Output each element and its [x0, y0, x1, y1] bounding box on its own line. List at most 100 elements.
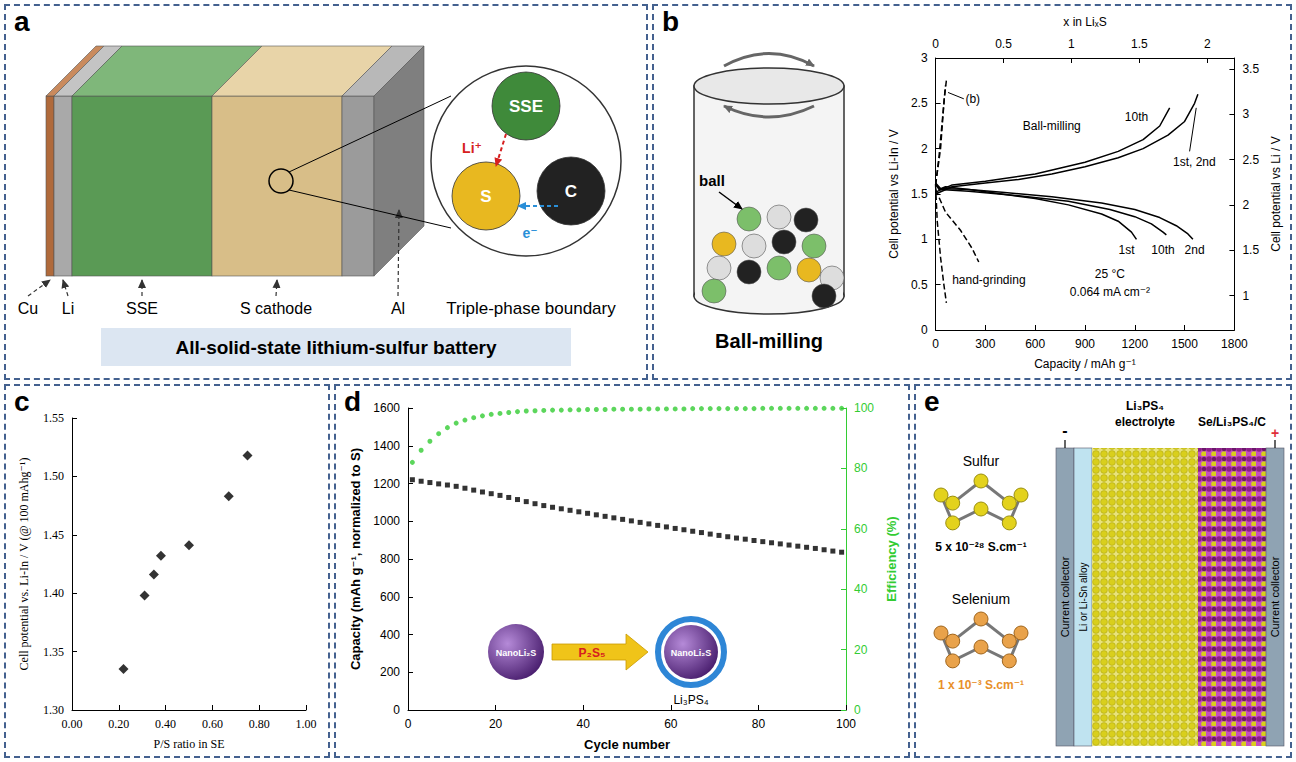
- svg-text:80: 80: [752, 717, 766, 731]
- svg-text:Li⁺: Li⁺: [462, 140, 482, 156]
- svg-text:Li or Li-Sn alloy: Li or Li-Sn alloy: [1078, 563, 1089, 632]
- svg-text:0.20: 0.20: [108, 717, 129, 731]
- svg-text:2.5: 2.5: [911, 96, 928, 110]
- svg-text:0: 0: [932, 337, 939, 351]
- svg-text:40: 40: [577, 717, 591, 731]
- svg-text:Cell potential vs Li-In / V: Cell potential vs Li-In / V: [887, 129, 901, 258]
- svg-text:1st, 2nd: 1st, 2nd: [1173, 155, 1216, 169]
- svg-text:600: 600: [380, 590, 400, 604]
- svg-text:S cathode: S cathode: [240, 300, 312, 317]
- svg-text:20: 20: [489, 717, 503, 731]
- svg-text:Cycle number: Cycle number: [584, 737, 670, 752]
- svg-text:3: 3: [921, 51, 928, 65]
- svg-text:0: 0: [405, 717, 412, 731]
- svg-text:80: 80: [854, 461, 868, 475]
- svg-text:0.80: 0.80: [249, 717, 270, 731]
- svg-text:Efficiency (%): Efficiency (%): [884, 516, 899, 601]
- svg-text:Se/Li₃PS₄/C: Se/Li₃PS₄/C: [1198, 415, 1266, 429]
- svg-text:0.00: 0.00: [62, 717, 83, 731]
- svg-text:Triple-phase boundary: Triple-phase boundary: [446, 299, 616, 318]
- svg-text:60: 60: [664, 717, 678, 731]
- svg-text:5 x 10⁻²⁸ S.cm⁻¹: 5 x 10⁻²⁸ S.cm⁻¹: [935, 540, 1027, 554]
- svg-text:2: 2: [1242, 198, 1249, 212]
- svg-text:1200: 1200: [1121, 337, 1148, 351]
- svg-text:NanoLi₂S: NanoLi₂S: [671, 648, 712, 658]
- svg-text:ball: ball: [699, 172, 725, 189]
- svg-text:1: 1: [921, 232, 928, 246]
- svg-text:1.5: 1.5: [1131, 37, 1148, 51]
- svg-text:SSE: SSE: [509, 97, 543, 116]
- svg-text:3: 3: [1242, 107, 1249, 121]
- svg-text:600: 600: [1025, 337, 1045, 351]
- svg-text:900: 900: [1075, 337, 1095, 351]
- svg-text:2nd: 2nd: [1185, 243, 1205, 257]
- svg-text:1.55: 1.55: [43, 411, 64, 425]
- svg-text:2: 2: [1204, 37, 1211, 51]
- svg-text:Li: Li: [62, 300, 74, 317]
- svg-text:Capacity (mAh g⁻¹, normalized: Capacity (mAh g⁻¹, normalized to S): [348, 448, 363, 670]
- svg-text:1.40: 1.40: [43, 586, 64, 600]
- svg-text:10th: 10th: [1151, 243, 1174, 257]
- svg-text:100: 100: [836, 717, 856, 731]
- svg-text:e⁻: e⁻: [522, 225, 537, 241]
- svg-text:100: 100: [854, 401, 874, 415]
- svg-text:Capacity / mAh g⁻¹: Capacity / mAh g⁻¹: [1034, 357, 1136, 371]
- svg-text:1 x 10⁻³ S.cm⁻¹: 1 x 10⁻³ S.cm⁻¹: [938, 678, 1024, 692]
- svg-text:SSE: SSE: [126, 300, 158, 317]
- svg-text:hand-grinding: hand-grinding: [952, 273, 1025, 287]
- svg-text:0: 0: [921, 323, 928, 337]
- svg-text:0.5: 0.5: [995, 37, 1012, 51]
- svg-text:300: 300: [975, 337, 995, 351]
- svg-text:1.5: 1.5: [1242, 243, 1259, 257]
- svg-text:25 °C: 25 °C: [1095, 267, 1125, 281]
- svg-text:Li₃PS₄: Li₃PS₄: [1126, 399, 1164, 413]
- svg-text:1.5: 1.5: [911, 187, 928, 201]
- svg-text:P/S ratio in SE: P/S ratio in SE: [153, 737, 224, 751]
- svg-text:40: 40: [854, 582, 868, 596]
- svg-text:1.00: 1.00: [296, 717, 317, 731]
- svg-text:Al: Al: [391, 300, 405, 317]
- svg-text:Current collector: Current collector: [1059, 556, 1071, 637]
- svg-text:0.5: 0.5: [911, 278, 928, 292]
- svg-text:1.45: 1.45: [43, 528, 64, 542]
- svg-text:0: 0: [932, 37, 939, 51]
- svg-text:60: 60: [854, 522, 868, 536]
- svg-text:0: 0: [393, 703, 400, 717]
- svg-text:1600: 1600: [373, 401, 400, 415]
- svg-text:2.5: 2.5: [1242, 153, 1259, 167]
- svg-text:C: C: [565, 182, 577, 201]
- svg-text:800: 800: [380, 552, 400, 566]
- svg-text:+: +: [1271, 425, 1279, 441]
- svg-text:1000: 1000: [373, 514, 400, 528]
- svg-text:NanoLi₂S: NanoLi₂S: [496, 648, 537, 658]
- svg-text:0.064 mA cm⁻²: 0.064 mA cm⁻²: [1070, 285, 1150, 299]
- svg-text:Current collector: Current collector: [1269, 556, 1281, 637]
- svg-text:1500: 1500: [1171, 337, 1198, 351]
- svg-text:-: -: [1062, 422, 1067, 439]
- svg-text:Ball-milling: Ball-milling: [1023, 119, 1081, 133]
- svg-text:Cell potential vs. Li-In / V (: Cell potential vs. Li-In / V (@ 100 mAhg…: [17, 458, 31, 671]
- svg-text:3.5: 3.5: [1242, 62, 1259, 76]
- svg-text:1.35: 1.35: [43, 645, 64, 659]
- svg-text:1: 1: [1068, 37, 1075, 51]
- svg-text:Li₃PS₄: Li₃PS₄: [673, 693, 708, 707]
- svg-text:1400: 1400: [373, 439, 400, 453]
- svg-text:Selenium: Selenium: [952, 591, 1010, 607]
- svg-text:0: 0: [854, 703, 861, 717]
- svg-text:400: 400: [380, 628, 400, 642]
- svg-text:1: 1: [1242, 289, 1249, 303]
- svg-text:1st: 1st: [1118, 243, 1135, 257]
- svg-text:1.50: 1.50: [43, 469, 64, 483]
- svg-text:Ball-milling: Ball-milling: [715, 330, 823, 352]
- svg-text:electrolyte: electrolyte: [1115, 415, 1175, 429]
- svg-text:0.40: 0.40: [155, 717, 176, 731]
- svg-text:20: 20: [854, 643, 868, 657]
- svg-text:0.60: 0.60: [202, 717, 223, 731]
- svg-text:1800: 1800: [1221, 337, 1248, 351]
- svg-text:x in LiₓS: x in LiₓS: [1063, 15, 1106, 29]
- svg-text:Sulfur: Sulfur: [963, 453, 1000, 469]
- svg-text:P₂S₅: P₂S₅: [579, 646, 606, 660]
- svg-text:1.30: 1.30: [43, 703, 64, 717]
- svg-text:(b): (b): [965, 92, 980, 106]
- svg-text:S: S: [480, 187, 491, 206]
